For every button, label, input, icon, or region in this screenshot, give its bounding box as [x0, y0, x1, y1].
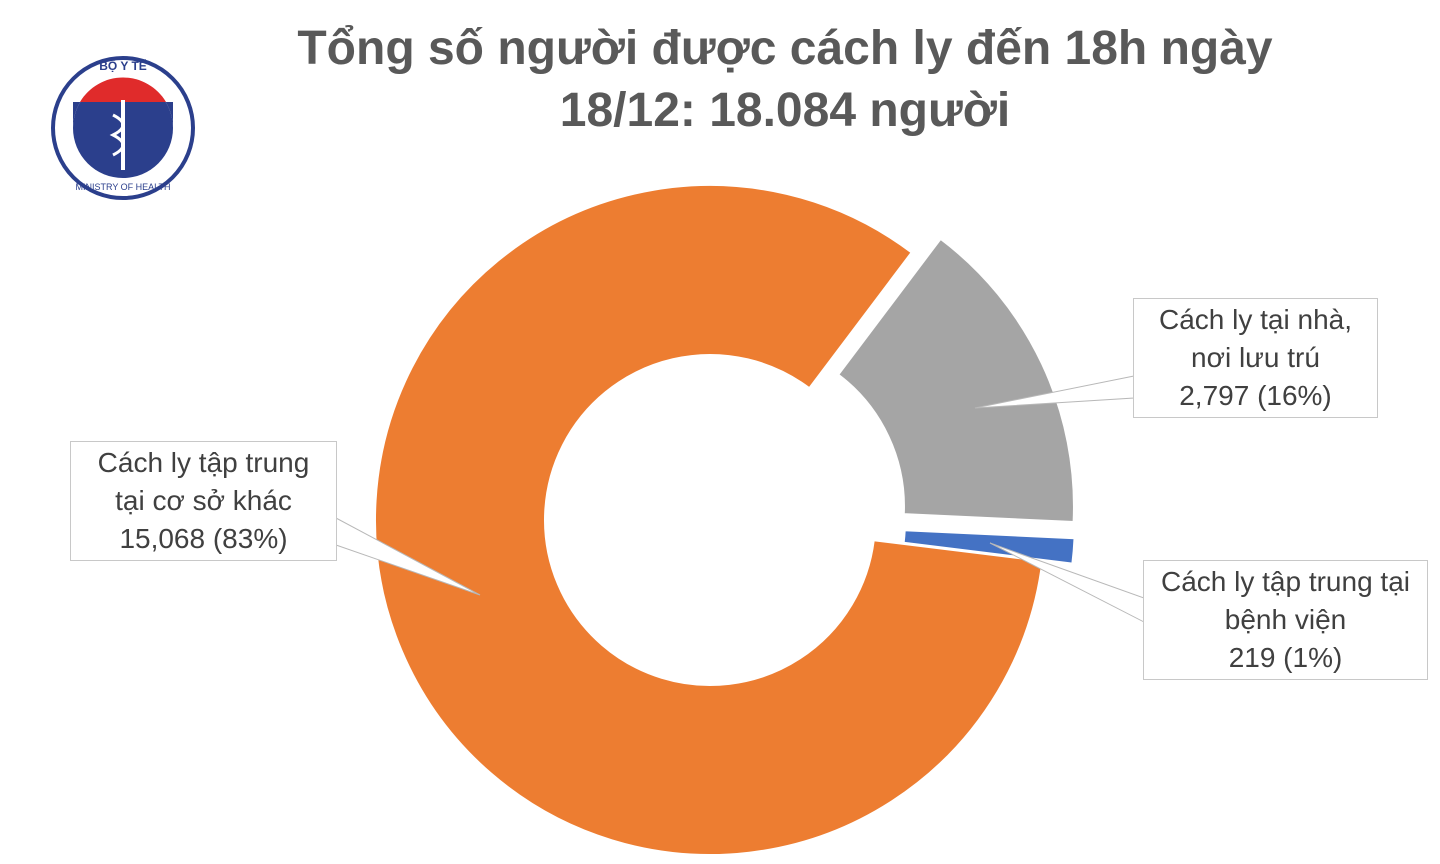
- slice: [902, 529, 1076, 565]
- category-label: Cách ly tại nhà, nơi lưu trú: [1159, 304, 1352, 373]
- logo-top: BỘ Y TẾ: [99, 58, 147, 73]
- data-label: Cách ly tại nhà, nơi lưu trú 2,797 (16%): [1133, 298, 1378, 418]
- slice: [374, 184, 1044, 856]
- value-label: 219 (1%): [1228, 642, 1343, 673]
- chart-title: Tổng số người được cách ly đến 18h ngày …: [297, 22, 1273, 137]
- category-label: Cách ly tập trung tại cơ sở khác: [97, 447, 310, 516]
- logo-bottom: MINISTRY OF HEALTH: [75, 182, 170, 192]
- category-label: Cách ly tập trung tại bệnh viện: [1160, 566, 1411, 635]
- slice: [836, 237, 1075, 524]
- value-label: 2,797 (16%): [1179, 380, 1332, 411]
- data-label: Cách ly tập trung tại cơ sở khác 15,068 (…: [70, 441, 337, 561]
- data-label: Cách ly tập trung tại bệnh viện 219 (1%): [1143, 560, 1428, 680]
- value-label: 15,068 (83%): [119, 523, 288, 554]
- logo: BỘ Y TẾ MINISTRY OF HEALTH: [51, 56, 195, 200]
